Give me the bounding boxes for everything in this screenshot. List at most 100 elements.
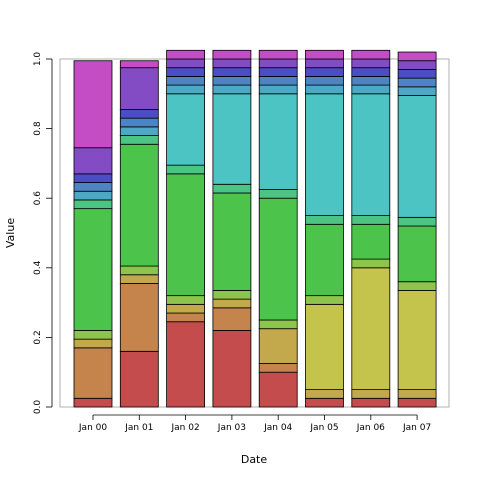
bar-segment	[119, 60, 159, 69]
bar-segment	[212, 298, 252, 309]
bar-segment	[212, 290, 252, 300]
bar-segment	[119, 67, 159, 110]
bar-segment	[212, 58, 252, 69]
x-tick-label: Jan 03	[217, 423, 246, 433]
bar-segment	[305, 93, 344, 217]
bar-segment	[305, 49, 344, 60]
bar-segment	[73, 347, 113, 399]
bar-segment	[397, 216, 437, 227]
bar-segment	[351, 258, 391, 269]
bar-segment	[212, 49, 252, 60]
bar-segment	[73, 182, 113, 192]
bar-segment	[119, 109, 159, 119]
bar-segment	[212, 307, 252, 331]
bar-segment	[258, 84, 298, 95]
bar-segment	[166, 93, 206, 166]
bar-segment	[305, 84, 344, 95]
bar-segment	[305, 397, 344, 408]
y-tick-label: 0.2	[33, 330, 43, 344]
bar-segment	[305, 223, 344, 297]
bar-segment	[73, 208, 113, 331]
plot-frame	[59, 58, 450, 408]
x-tick-label: Jan 05	[309, 423, 338, 433]
x-tick-label: Jan 02	[171, 423, 200, 433]
bar-segment	[258, 371, 298, 408]
x-tick-label: Jan 07	[402, 423, 431, 433]
bar-segment	[258, 49, 298, 60]
bar-segment	[119, 265, 159, 276]
bar-segment	[212, 93, 252, 185]
bar-segment	[351, 76, 391, 86]
bar-stack-0	[73, 60, 113, 408]
bar-segment	[258, 197, 298, 321]
y-tick-label: 1.0	[33, 52, 43, 67]
bar-stack-2	[166, 49, 206, 408]
y-tick-label: 0.6	[33, 191, 43, 206]
bar-segment	[166, 295, 206, 305]
bar-segment	[351, 49, 391, 60]
bar-segment	[119, 143, 159, 267]
bar-segment	[305, 76, 344, 86]
bar-segment	[73, 147, 113, 175]
bar-stack-5	[305, 49, 344, 408]
bar-segment	[397, 225, 437, 283]
bar-segment	[397, 86, 437, 96]
bar-segment	[397, 51, 437, 62]
bar-segment	[397, 69, 437, 79]
bar-stack-3	[212, 49, 252, 408]
x-axis: Jan 00 Jan 01 Jan 02 Jan 03 Jan 04 Jan 05 Jan …	[78, 414, 431, 433]
bar-segment	[351, 93, 391, 217]
bar-segment	[166, 84, 206, 95]
bar-segment	[351, 84, 391, 95]
y-axis-label: Value	[4, 218, 17, 248]
bar-segment	[258, 93, 298, 190]
bar-segment	[73, 330, 113, 340]
bar-segment	[166, 58, 206, 69]
bar-segment	[212, 76, 252, 86]
bar-segment	[119, 350, 159, 408]
x-tick-label: Jan 06	[356, 423, 385, 433]
y-axis: 0.0 0.2 0.4 0.6 0.8 1.0	[33, 52, 53, 415]
bar-segment	[119, 117, 159, 128]
bar-segment	[73, 190, 113, 201]
x-tick-label: Jan 01	[124, 423, 153, 433]
y-tick-label: 0.0	[33, 400, 43, 415]
bar-segment	[212, 183, 252, 194]
bar-stack-4	[258, 49, 298, 408]
bar-segment	[166, 173, 206, 297]
bar-stack-1	[119, 60, 159, 408]
bar-stack-7	[397, 51, 437, 408]
bar-segment	[212, 67, 252, 77]
bar-segment	[305, 67, 344, 77]
bar-segment	[397, 290, 437, 391]
bar-segment	[305, 215, 344, 225]
bars-group	[73, 49, 437, 408]
bar-segment	[258, 76, 298, 86]
bar-segment	[73, 60, 113, 149]
y-tick-label: 0.4	[33, 260, 43, 275]
bar-segment	[212, 192, 252, 291]
bar-segment	[351, 223, 391, 260]
bar-segment	[305, 58, 344, 69]
bar-segment	[73, 199, 113, 210]
bar-segment	[73, 397, 113, 408]
bar-segment	[258, 67, 298, 77]
y-tick-label: 0.8	[33, 121, 43, 136]
bar-segment	[351, 67, 391, 77]
bar-segment	[119, 274, 159, 284]
bar-segment	[166, 76, 206, 86]
bar-segment	[258, 328, 298, 364]
bar-segment	[397, 281, 437, 291]
bar-segment	[305, 389, 344, 399]
bar-segment	[119, 283, 159, 352]
x-tick-label: Jan 04	[263, 423, 292, 433]
bar-segment	[397, 389, 437, 399]
bar-segment	[258, 363, 298, 373]
bar-segment	[166, 321, 206, 408]
bar-segment	[166, 164, 206, 175]
bar-segment	[73, 338, 113, 349]
bar-segment	[305, 303, 344, 390]
x-tick-label: Jan 00	[78, 423, 107, 433]
bar-segment	[258, 319, 298, 330]
